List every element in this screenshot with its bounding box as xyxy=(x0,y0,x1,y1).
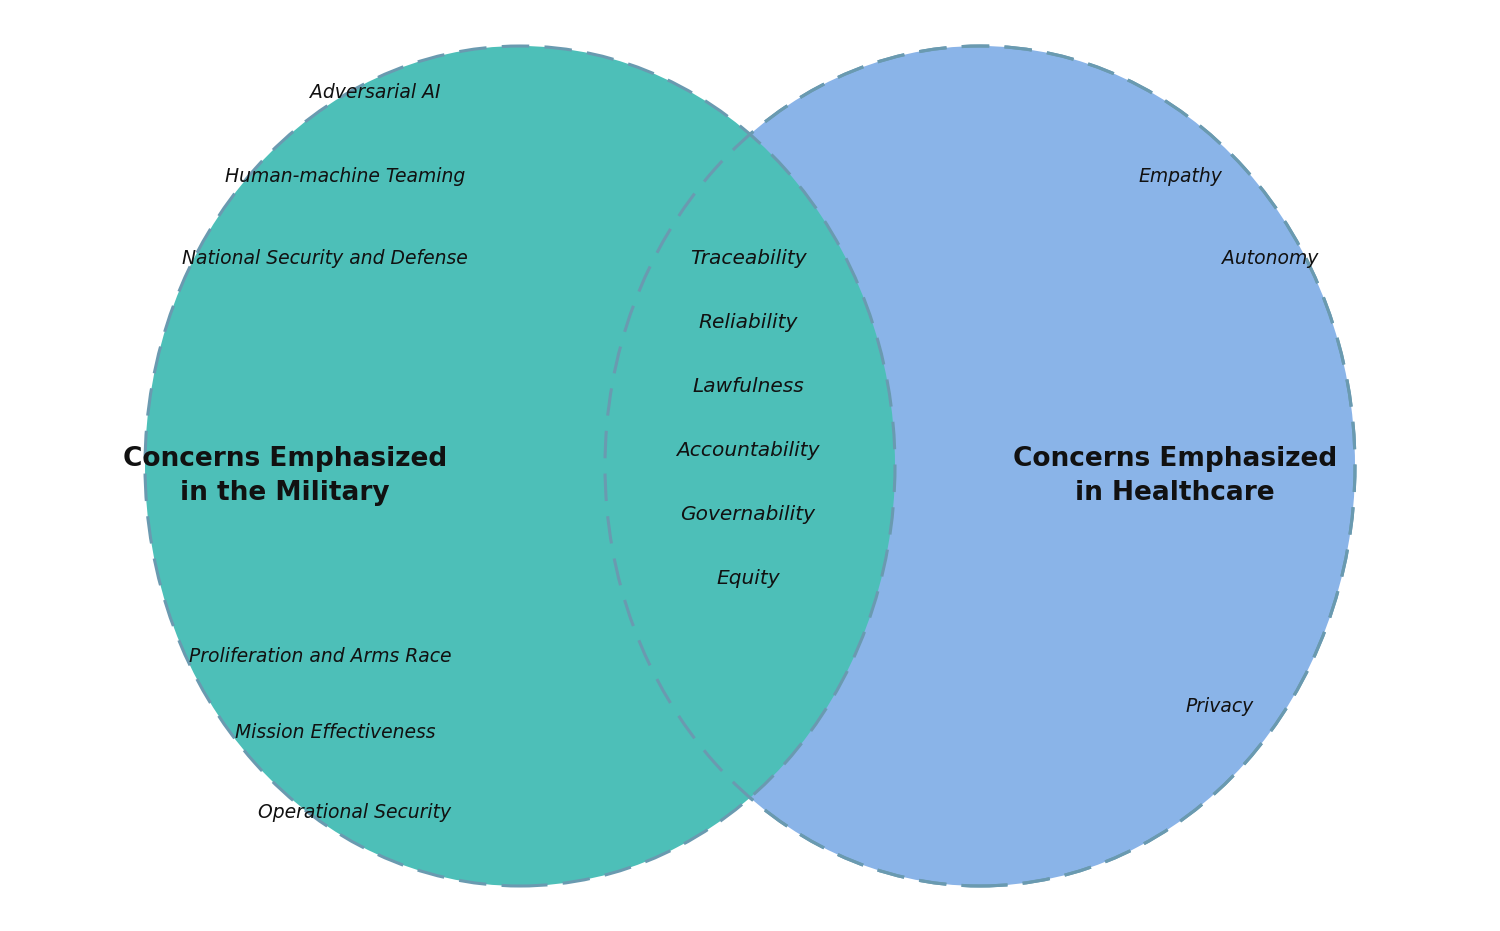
Text: Operational Security: Operational Security xyxy=(258,803,452,822)
Text: Human-machine Teaming: Human-machine Teaming xyxy=(225,167,465,185)
Text: Lawfulness: Lawfulness xyxy=(692,377,804,397)
Text: Equity: Equity xyxy=(716,570,780,588)
Text: Privacy: Privacy xyxy=(1186,696,1254,716)
Text: Autonomy: Autonomy xyxy=(1222,250,1318,268)
Text: Concerns Emphasized
in the Military: Concerns Emphasized in the Military xyxy=(123,446,447,506)
Ellipse shape xyxy=(604,46,1354,886)
Text: Accountability: Accountability xyxy=(676,441,819,461)
Text: Reliability: Reliability xyxy=(699,314,798,332)
Text: Governability: Governability xyxy=(681,506,816,524)
Text: Proliferation and Arms Race: Proliferation and Arms Race xyxy=(189,646,452,666)
Text: Traceability: Traceability xyxy=(690,250,807,268)
Text: National Security and Defense: National Security and Defense xyxy=(182,250,468,268)
Text: Empathy: Empathy xyxy=(1138,167,1222,185)
Text: Mission Effectiveness: Mission Effectiveness xyxy=(234,723,435,743)
Text: Adversarial AI: Adversarial AI xyxy=(309,84,441,102)
Text: Concerns Emphasized
in Healthcare: Concerns Emphasized in Healthcare xyxy=(1013,446,1336,506)
Ellipse shape xyxy=(146,46,896,886)
